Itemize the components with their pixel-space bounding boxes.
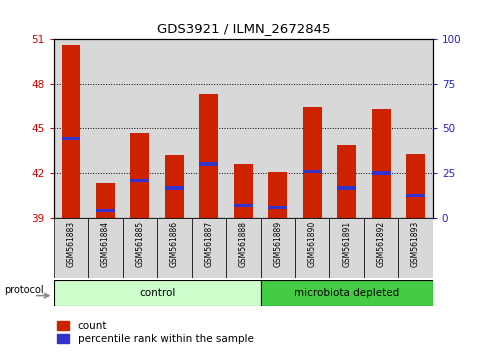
Bar bbox=[363, 218, 398, 278]
Bar bbox=[157, 218, 191, 278]
Text: GSM561891: GSM561891 bbox=[342, 221, 350, 267]
Bar bbox=[130, 133, 149, 218]
Text: GSM561886: GSM561886 bbox=[169, 221, 179, 267]
Bar bbox=[199, 162, 218, 166]
Text: control: control bbox=[139, 288, 175, 298]
Bar bbox=[329, 218, 363, 278]
Bar bbox=[191, 218, 225, 278]
Bar bbox=[260, 280, 432, 306]
Bar bbox=[302, 170, 321, 173]
Bar bbox=[88, 218, 122, 278]
Bar bbox=[130, 179, 149, 182]
Text: microbiota depleted: microbiota depleted bbox=[293, 288, 398, 298]
Bar bbox=[233, 164, 252, 218]
Bar bbox=[405, 194, 424, 197]
Text: GSM561893: GSM561893 bbox=[410, 221, 419, 267]
Text: GSM561892: GSM561892 bbox=[376, 221, 385, 267]
Bar bbox=[88, 39, 122, 218]
Bar bbox=[363, 39, 398, 218]
Bar bbox=[398, 39, 432, 218]
Text: GSM561890: GSM561890 bbox=[307, 221, 316, 267]
Bar bbox=[233, 204, 252, 207]
Bar bbox=[302, 108, 321, 218]
Bar bbox=[96, 209, 115, 212]
Bar bbox=[294, 39, 329, 218]
Bar bbox=[54, 280, 260, 306]
Text: protocol: protocol bbox=[4, 285, 44, 295]
Bar bbox=[61, 45, 81, 218]
Legend: count, percentile rank within the sample: count, percentile rank within the sample bbox=[53, 317, 257, 348]
Bar bbox=[225, 39, 260, 218]
Bar bbox=[371, 109, 390, 218]
Bar bbox=[371, 171, 390, 175]
Bar bbox=[405, 154, 424, 218]
Bar bbox=[398, 218, 432, 278]
Bar bbox=[268, 172, 286, 218]
Bar bbox=[260, 39, 294, 218]
Bar bbox=[61, 137, 81, 141]
Bar bbox=[336, 186, 355, 189]
Bar bbox=[225, 218, 260, 278]
Bar bbox=[268, 206, 286, 209]
Text: GSM561885: GSM561885 bbox=[135, 221, 144, 267]
Bar bbox=[164, 186, 183, 189]
Bar bbox=[164, 155, 183, 218]
Bar bbox=[54, 39, 88, 218]
Text: GSM561887: GSM561887 bbox=[204, 221, 213, 267]
Text: GSM561889: GSM561889 bbox=[273, 221, 282, 267]
Bar bbox=[54, 218, 88, 278]
Bar bbox=[199, 94, 218, 218]
Bar bbox=[96, 183, 115, 218]
Bar bbox=[294, 218, 329, 278]
Bar bbox=[191, 39, 225, 218]
Text: GSM561884: GSM561884 bbox=[101, 221, 110, 267]
Bar bbox=[260, 218, 294, 278]
Bar bbox=[122, 39, 157, 218]
Title: GDS3921 / ILMN_2672845: GDS3921 / ILMN_2672845 bbox=[156, 22, 329, 35]
Bar bbox=[336, 145, 355, 218]
Bar bbox=[122, 218, 157, 278]
Text: GSM561883: GSM561883 bbox=[66, 221, 75, 267]
Bar bbox=[157, 39, 191, 218]
Text: GSM561888: GSM561888 bbox=[238, 221, 247, 267]
Bar bbox=[329, 39, 363, 218]
